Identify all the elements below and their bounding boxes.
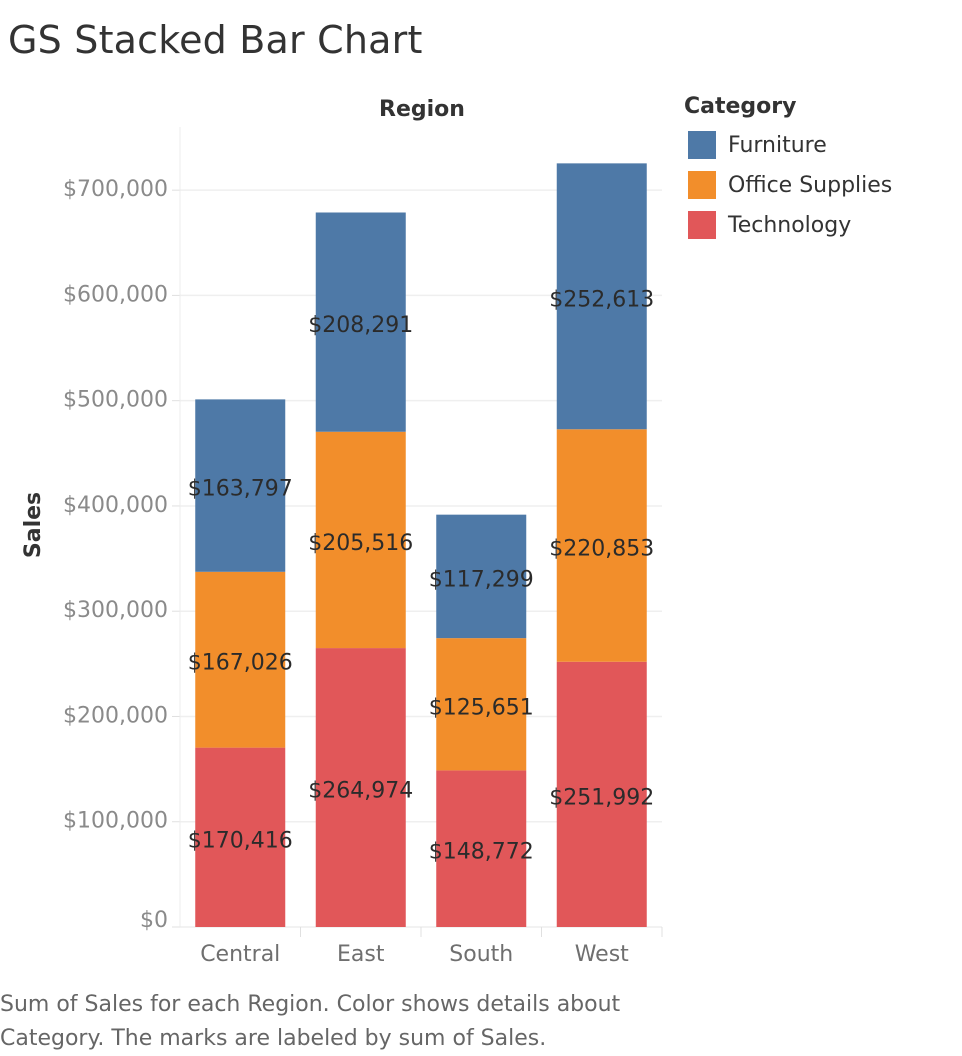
bar-south-office-supplies bbox=[436, 638, 527, 771]
bar-labels: $170,416 $167,026 $163,797 $264,974 $205,516… bbox=[188, 287, 654, 864]
y-tick-label: $400,000 bbox=[63, 493, 168, 518]
bar-west-furniture bbox=[556, 163, 647, 430]
y-tick-label: $600,000 bbox=[63, 282, 168, 307]
legend-item-office-supplies[interactable]: Office Supplies bbox=[684, 165, 892, 205]
y-tick-label: $500,000 bbox=[63, 388, 168, 413]
bar-label: $170,416 bbox=[188, 828, 293, 853]
bar-south-technology bbox=[436, 770, 527, 927]
axes: $0 $100,000 $200,000 $300,000 $400,000 $500,0… bbox=[63, 127, 663, 967]
bar-label: $117,299 bbox=[429, 567, 534, 592]
x-tick-label-central: Central bbox=[200, 942, 280, 967]
x-tick-label-south: South bbox=[449, 942, 513, 967]
y-tick-label: $200,000 bbox=[63, 703, 168, 728]
bar-label: $264,974 bbox=[308, 779, 413, 804]
y-axis-title: Sales bbox=[21, 492, 46, 558]
legend-title: Category bbox=[684, 94, 797, 119]
bar-east-technology bbox=[315, 648, 406, 927]
x-axis-title: Region bbox=[379, 97, 465, 122]
legend-item-technology[interactable]: Technology bbox=[684, 205, 892, 245]
bar-label: $252,613 bbox=[549, 287, 654, 312]
legend-label-office-supplies: Office Supplies bbox=[728, 172, 893, 198]
bar-label: $251,992 bbox=[549, 785, 654, 810]
legend-label-furniture: Furniture bbox=[728, 132, 827, 158]
y-tick-label: $100,000 bbox=[63, 809, 168, 834]
bar-label: $148,772 bbox=[429, 840, 534, 865]
chart-caption: Sum of Sales for each Region. Color show… bbox=[0, 992, 621, 1051]
bar-central-furniture bbox=[195, 399, 286, 572]
y-tick-label: $300,000 bbox=[63, 598, 168, 623]
legend: Category Furniture Office Supplies Techn… bbox=[684, 94, 892, 245]
legend-swatch-technology bbox=[688, 211, 716, 239]
bar-central-office-supplies bbox=[195, 571, 286, 748]
bars bbox=[195, 163, 647, 927]
stacked-bar-chart: $0 $100,000 $200,000 $300,000 $400,000 $500,0… bbox=[21, 97, 663, 967]
bar-south-furniture bbox=[436, 514, 527, 639]
y-tick-label: $0 bbox=[140, 908, 168, 933]
bar-label: $163,797 bbox=[188, 477, 293, 502]
legend-label-technology: Technology bbox=[728, 212, 852, 238]
legend-swatch-furniture bbox=[688, 131, 716, 159]
bar-label: $205,516 bbox=[308, 531, 413, 556]
bar-west-office-supplies bbox=[556, 429, 647, 662]
legend-swatch-office-supplies bbox=[688, 171, 716, 199]
bar-label: $125,651 bbox=[429, 695, 534, 720]
y-tick-label: $700,000 bbox=[63, 177, 168, 202]
x-tick-label-west: West bbox=[575, 942, 629, 967]
legend-item-furniture[interactable]: Furniture bbox=[684, 125, 892, 165]
bar-west-technology bbox=[556, 661, 647, 927]
bar-central-technology bbox=[195, 747, 286, 927]
bar-east-office-supplies bbox=[315, 431, 406, 649]
bar-label: $208,291 bbox=[308, 313, 413, 338]
chart-title: GS Stacked Bar Chart bbox=[8, 18, 423, 62]
bar-east-furniture bbox=[315, 212, 406, 432]
bar-label: $220,853 bbox=[549, 537, 654, 562]
bar-label: $167,026 bbox=[188, 651, 293, 676]
x-tick-label-east: East bbox=[337, 942, 385, 967]
